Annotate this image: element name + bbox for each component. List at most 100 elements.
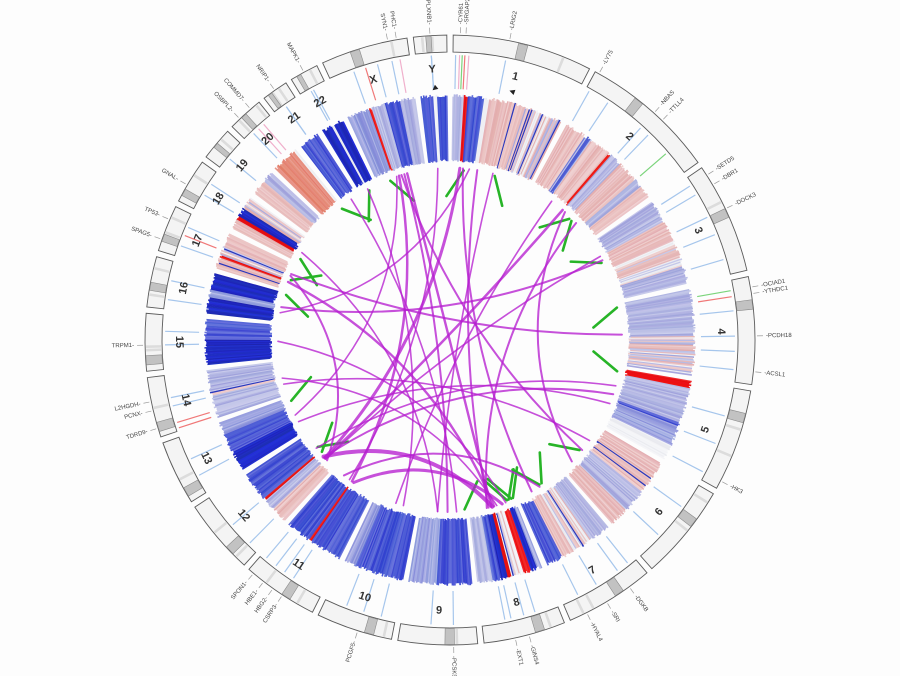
ideogram-band — [308, 69, 319, 84]
heatmap-stroke-chr18 — [233, 227, 292, 259]
heatmap-stroke-chr11 — [314, 488, 352, 544]
centromere-chr12 — [226, 535, 245, 555]
heatmap-stroke-chr8 — [492, 513, 511, 578]
heatmap-stroke-chr8 — [512, 508, 537, 569]
heatmap-stroke-chr21 — [307, 140, 346, 194]
heatmap-stroke-chrX — [368, 108, 392, 170]
ideogram-chr2 — [586, 71, 699, 174]
heatmap-stroke-chr8 — [506, 509, 529, 573]
heatmap-stroke-chr8 — [516, 506, 543, 569]
ideogram-band — [235, 544, 248, 558]
heatmap-stroke-chr14 — [207, 370, 273, 384]
heatmap-stroke-chr14 — [207, 365, 274, 377]
heatmap-stroke-chr3 — [620, 266, 683, 288]
heatmap-stroke-chr4 — [626, 298, 693, 312]
heatmap-stroke-chr21 — [308, 138, 348, 194]
heatmap-stroke-chr7 — [555, 483, 596, 537]
heatmap-stroke-chr20 — [281, 163, 327, 211]
heatmap-stroke-chr6 — [592, 446, 647, 487]
heatmap-stroke-chr7 — [556, 482, 597, 536]
heatmap-stroke-chr17 — [219, 255, 282, 280]
heatmap-stroke-chr14 — [214, 387, 277, 406]
heatmap-stroke-chr19 — [264, 179, 316, 224]
heatmap-stroke-chr4 — [628, 354, 695, 362]
heatmap-stroke-chr1 — [476, 99, 489, 163]
ideogram-band — [255, 104, 267, 118]
heatmap-stroke-chr6 — [604, 430, 661, 464]
gene-tick — [180, 245, 214, 258]
heatmap-stroke-chr10 — [353, 505, 380, 565]
misc-glyphs: ▶ ▶ — [430, 84, 516, 96]
heatmap-stroke-chr2 — [581, 173, 632, 220]
heatmap-stroke-chr3 — [606, 218, 663, 252]
heatmap-stroke-chr19 — [267, 174, 317, 220]
heatmap-stroke-chr10 — [396, 516, 412, 581]
ideogram-chr17 — [157, 206, 192, 257]
gene-label-YTHDC1: -YTHDC1 — [762, 286, 789, 296]
gene-tick — [691, 406, 725, 417]
heatmap-stroke-chr1 — [466, 97, 475, 161]
heatmap-stroke-chr14 — [218, 394, 280, 417]
gene-tick — [460, 55, 463, 90]
heatmap-stroke-chr10 — [376, 511, 398, 575]
heatmap-stroke-chr13 — [236, 428, 294, 462]
heatmap-stroke-chr12 — [273, 463, 322, 510]
heatmap-stroke-chr1 — [498, 105, 519, 169]
heatmap-stroke-chr15 — [206, 326, 270, 332]
heatmap-stroke-chrY — [421, 98, 431, 164]
heatmap-stroke-chr11 — [321, 491, 357, 548]
heatmap-stroke-chr5 — [615, 408, 676, 435]
arrow-icon: ▶ — [430, 84, 439, 93]
heatmap-stroke-chr9 — [426, 518, 434, 584]
heatmap-stroke-chr17 — [226, 240, 286, 268]
heatmap-stroke-chr5 — [622, 383, 688, 402]
heatmap-stroke-chr4 — [629, 345, 696, 350]
heatmap-stroke-chr22 — [333, 125, 365, 183]
heatmap-stroke-chrX — [350, 114, 379, 177]
heatmap-stroke-chrX — [404, 98, 419, 165]
heatmap-stroke-chr17 — [222, 246, 284, 273]
heatmap-stroke-chr8 — [504, 511, 527, 574]
heatmap-stroke-chr7 — [522, 503, 551, 564]
heatmap-stroke-chr6 — [575, 465, 625, 515]
heatmap-stroke-chr1 — [519, 114, 546, 175]
heatmap-stroke-chr8 — [479, 518, 492, 582]
heatmap-stroke-chr6 — [597, 442, 651, 481]
heatmap-stroke-chr11 — [333, 497, 365, 555]
heatmap-stroke-chr12 — [261, 453, 314, 498]
heatmap-stroke-chr6 — [595, 445, 650, 485]
heatmap-stroke-chr6 — [590, 448, 643, 491]
heatmap-stroke-chr5 — [609, 418, 671, 450]
ideogram-band — [153, 403, 169, 410]
chromosome-label-1: 1 — [511, 70, 520, 83]
gene-label-SRI: -SRI — [609, 610, 620, 624]
heatmap-stroke-chrY — [439, 97, 444, 160]
heatmap-stroke-chr6 — [572, 468, 621, 519]
green-mark — [299, 257, 319, 287]
gene-tick — [653, 486, 682, 508]
centromere-chr1 — [514, 42, 529, 62]
translocation-link-X-13 — [294, 175, 398, 416]
heatmap-stroke-chrX — [406, 100, 420, 165]
heatmap-stroke-chr6 — [568, 472, 615, 524]
gene-tick — [466, 55, 470, 90]
gene-tick — [399, 59, 407, 93]
heatmap-stroke-chr7 — [543, 492, 579, 548]
heatmap-stroke-chr10 — [397, 514, 414, 579]
heatmap-stroke-chr6 — [602, 432, 660, 469]
heatmap-stroke-chr11 — [289, 475, 335, 528]
heatmap-stroke-chr4 — [629, 318, 693, 326]
heatmap-stroke-chr1 — [522, 117, 551, 178]
heatmap-stroke-chr8 — [482, 516, 497, 582]
gene-label-HYAL4: -HYAL4 — [588, 621, 603, 643]
heatmap-stroke-chr13 — [221, 404, 285, 431]
heatmap-stroke-chrX — [357, 113, 384, 175]
heatmap-stroke-chr14 — [210, 371, 274, 385]
heatmap-stroke-chrY — [433, 96, 440, 163]
heatmap-stroke-chr4 — [628, 341, 696, 344]
heatmap-stroke-chr2 — [571, 158, 618, 209]
heatmap-stroke-chr1 — [473, 98, 484, 161]
heatmap-stroke-chr8 — [513, 507, 538, 568]
heatmap-stroke-chr19 — [256, 188, 309, 231]
heatmap-stroke-chr4 — [629, 342, 694, 346]
